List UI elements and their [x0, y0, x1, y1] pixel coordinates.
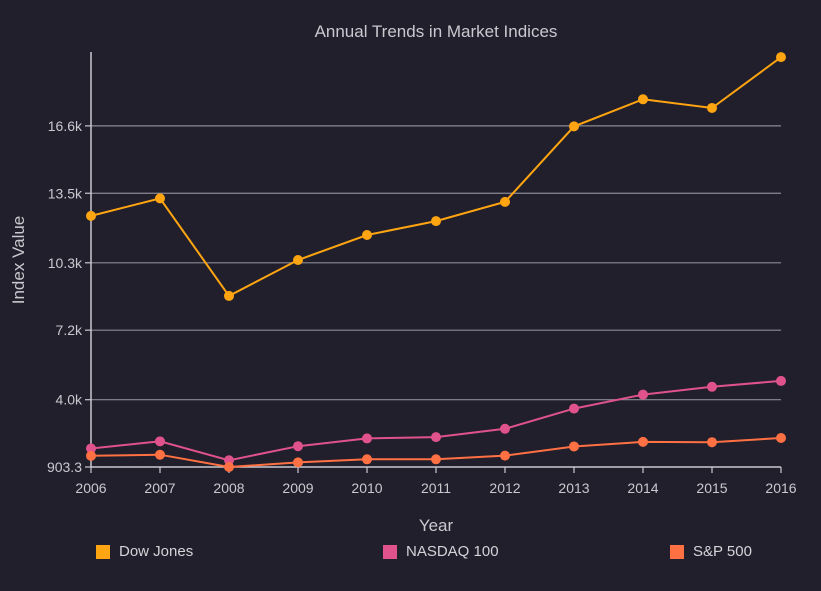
- data-point-dow-jones[interactable]: [155, 193, 165, 204]
- data-point-nasdaq-100[interactable]: [362, 433, 372, 444]
- x-tick-label: 2014: [627, 480, 658, 496]
- legend-swatch-dow-jones: [96, 544, 110, 559]
- legend-label: Dow Jones: [119, 543, 194, 560]
- data-point-dow-jones[interactable]: [293, 255, 303, 266]
- legend-item-nasdaq-100[interactable]: NASDAQ 100: [383, 543, 499, 560]
- data-point-dow-jones[interactable]: [86, 210, 96, 221]
- data-point-s-p-500[interactable]: [569, 441, 579, 452]
- data-point-nasdaq-100[interactable]: [707, 381, 717, 392]
- data-point-s-p-500[interactable]: [500, 450, 510, 461]
- data-point-s-p-500[interactable]: [155, 449, 165, 460]
- data-point-dow-jones[interactable]: [707, 102, 717, 113]
- legend-swatch-nasdaq-100: [383, 544, 397, 559]
- data-point-s-p-500[interactable]: [431, 454, 441, 465]
- legend-label: S&P 500: [693, 543, 752, 560]
- data-point-dow-jones[interactable]: [569, 121, 579, 132]
- y-tick-label: 7.2k: [56, 322, 83, 338]
- data-point-s-p-500[interactable]: [293, 457, 303, 468]
- x-tick-label: 2006: [75, 480, 106, 496]
- y-tick-label: 13.5k: [48, 185, 83, 201]
- data-point-nasdaq-100[interactable]: [86, 443, 96, 454]
- x-tick-label: 2008: [213, 480, 244, 496]
- y-tick-label: 903.3: [47, 459, 82, 475]
- data-point-dow-jones[interactable]: [362, 230, 372, 241]
- x-tick-label: 2012: [489, 480, 520, 496]
- x-axis-label: Year: [419, 516, 454, 535]
- data-point-nasdaq-100[interactable]: [431, 432, 441, 443]
- data-point-nasdaq-100[interactable]: [155, 436, 165, 447]
- legend: Dow Jones NASDAQ 100 S&P 500: [0, 543, 821, 567]
- data-point-s-p-500[interactable]: [638, 436, 648, 447]
- x-tick-label: 2010: [351, 480, 382, 496]
- x-tick-label: 2016: [765, 480, 796, 496]
- series-line-nasdaq-100: [90, 379, 782, 462]
- chart-title: Annual Trends in Market Indices: [315, 22, 558, 41]
- data-point-s-p-500[interactable]: [707, 437, 717, 448]
- x-tick-label: 2015: [696, 480, 727, 496]
- data-point-nasdaq-100[interactable]: [500, 423, 510, 434]
- data-point-dow-jones[interactable]: [776, 52, 786, 63]
- legend-item-dow-jones[interactable]: Dow Jones: [96, 543, 193, 560]
- legend-swatch-sp-500: [670, 544, 684, 559]
- data-point-s-p-500[interactable]: [86, 450, 96, 461]
- data-point-s-p-500[interactable]: [362, 454, 372, 465]
- legend-item-sp-500[interactable]: S&P 500: [670, 543, 752, 560]
- x-tick-label: 2013: [558, 480, 589, 496]
- data-point-dow-jones[interactable]: [224, 290, 234, 301]
- data-point-nasdaq-100[interactable]: [569, 403, 579, 414]
- data-point-nasdaq-100[interactable]: [638, 389, 648, 400]
- data-point-dow-jones[interactable]: [500, 196, 510, 207]
- legend-label: NASDAQ 100: [406, 543, 499, 560]
- x-tick-label: 2009: [282, 480, 313, 496]
- y-axis-ticks: 903.3 4.0k 7.2k 10.3k 13.5k 16.6k: [47, 118, 91, 475]
- data-point-nasdaq-100[interactable]: [293, 441, 303, 452]
- x-tick-label: 2011: [421, 480, 451, 496]
- data-point-dow-jones[interactable]: [431, 216, 441, 227]
- y-tick-label: 16.6k: [48, 118, 83, 134]
- y-axis-label: Index Value: [9, 216, 28, 305]
- x-axis-ticks: 2006 2007 2008 2009 2010 2011 2012 2013 2014 2015…: [75, 467, 797, 496]
- series-points: [86, 52, 786, 473]
- grid-lines: [91, 125, 781, 401]
- data-point-s-p-500[interactable]: [224, 462, 234, 473]
- data-point-s-p-500[interactable]: [776, 432, 786, 443]
- data-point-dow-jones[interactable]: [638, 94, 648, 105]
- data-point-nasdaq-100[interactable]: [776, 375, 786, 386]
- x-tick-label: 2007: [144, 480, 175, 496]
- series-lines: [90, 56, 782, 469]
- series-line-dow-jones: [90, 56, 782, 298]
- y-tick-label: 4.0k: [56, 392, 83, 408]
- y-tick-label: 10.3k: [48, 255, 83, 271]
